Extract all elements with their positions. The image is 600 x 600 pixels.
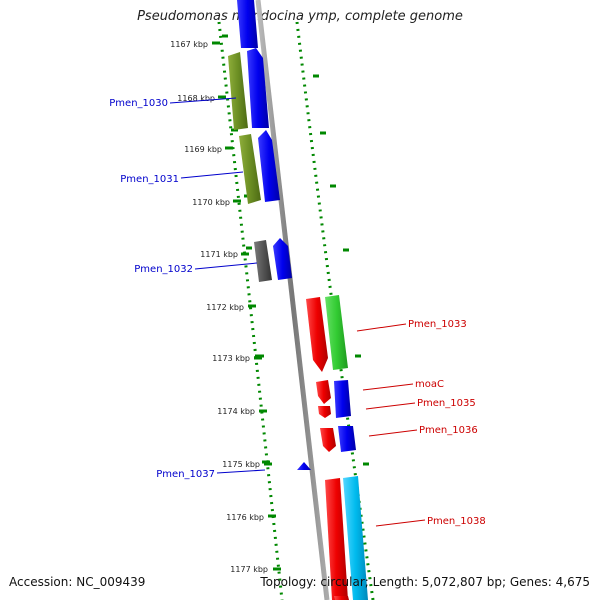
gene-label-pmen-1031[interactable]: Pmen_1031 bbox=[120, 174, 179, 185]
gene-moac[interactable] bbox=[316, 380, 331, 404]
genome-summary-text: Topology: circular; Length: 5,072,807 bp… bbox=[260, 575, 590, 589]
gene-pmen-1031-olive[interactable] bbox=[239, 134, 261, 204]
cds-reverse-track bbox=[306, 295, 368, 600]
gene-pmen-1038-cyan[interactable] bbox=[343, 476, 368, 600]
accession-text: Accession: NC_009439 bbox=[9, 575, 146, 589]
tick-label: 1173 kbp bbox=[212, 354, 250, 363]
gene-bottom-red[interactable] bbox=[334, 596, 349, 600]
tick-label: 1168 kbp bbox=[177, 94, 215, 103]
kbp-ruler: 1167 kbp 1168 kbp 1169 kbp 1170 kbp 1171… bbox=[170, 40, 281, 574]
tick-label: 1172 kbp bbox=[206, 303, 244, 312]
gene-pmen-1035[interactable] bbox=[334, 380, 351, 418]
map-title: Pseudomonas mendocina ymp, complete geno… bbox=[137, 9, 463, 24]
gene-label-moac[interactable]: moaC bbox=[415, 379, 444, 390]
reverse-gene-labels: Pmen_1033 moaC Pmen_1035 Pmen_1036 Pmen_… bbox=[356, 319, 486, 527]
gc-skew-bars bbox=[222, 34, 369, 466]
gene-pmen-1033[interactable] bbox=[306, 297, 328, 372]
gene-pmen-1036-red[interactable] bbox=[320, 428, 336, 452]
gene-label-pmen-1036[interactable]: Pmen_1036 bbox=[419, 425, 478, 436]
tick-label: 1167 kbp bbox=[170, 40, 208, 49]
genome-backbone bbox=[255, 0, 330, 600]
gene-pmen-1037[interactable] bbox=[297, 462, 311, 470]
tick-label: 1170 kbp bbox=[192, 198, 230, 207]
gene-label-pmen-1038[interactable]: Pmen_1038 bbox=[427, 516, 486, 527]
gene-pmen-1036[interactable] bbox=[338, 426, 356, 452]
gene-pmen-1029[interactable] bbox=[237, 0, 258, 48]
gene-pmen-1030-olive[interactable] bbox=[228, 52, 248, 130]
gene-label-pmen-1030[interactable]: Pmen_1030 bbox=[109, 98, 168, 109]
tick-label: 1169 kbp bbox=[184, 145, 222, 154]
gene-pmen-1032-gray[interactable] bbox=[254, 240, 272, 282]
gene-pmen-1033-green[interactable] bbox=[325, 295, 348, 370]
tick-label: 1175 kbp bbox=[222, 460, 260, 469]
gene-pmen-1031[interactable] bbox=[258, 130, 280, 202]
tick-label: 1171 kbp bbox=[200, 250, 238, 259]
cds-forward-track bbox=[228, 0, 311, 470]
tick-label: 1176 kbp bbox=[226, 513, 264, 522]
gene-label-pmen-1035[interactable]: Pmen_1035 bbox=[417, 398, 476, 409]
gene-pmen-1038-red[interactable] bbox=[325, 478, 348, 600]
gene-pmen-1035-red[interactable] bbox=[318, 406, 331, 418]
gene-label-pmen-1037[interactable]: Pmen_1037 bbox=[156, 469, 215, 480]
gene-label-pmen-1032[interactable]: Pmen_1032 bbox=[134, 264, 193, 275]
gene-pmen-1030[interactable] bbox=[247, 48, 269, 128]
gene-pmen-1032[interactable] bbox=[273, 238, 292, 280]
tick-label: 1174 kbp bbox=[217, 407, 255, 416]
gene-label-pmen-1033[interactable]: Pmen_1033 bbox=[408, 319, 467, 330]
forward-gene-labels: Pmen_1030 Pmen_1031 Pmen_1032 Pmen_1037 bbox=[109, 97, 266, 480]
tick-label: 1177 kbp bbox=[230, 565, 268, 574]
